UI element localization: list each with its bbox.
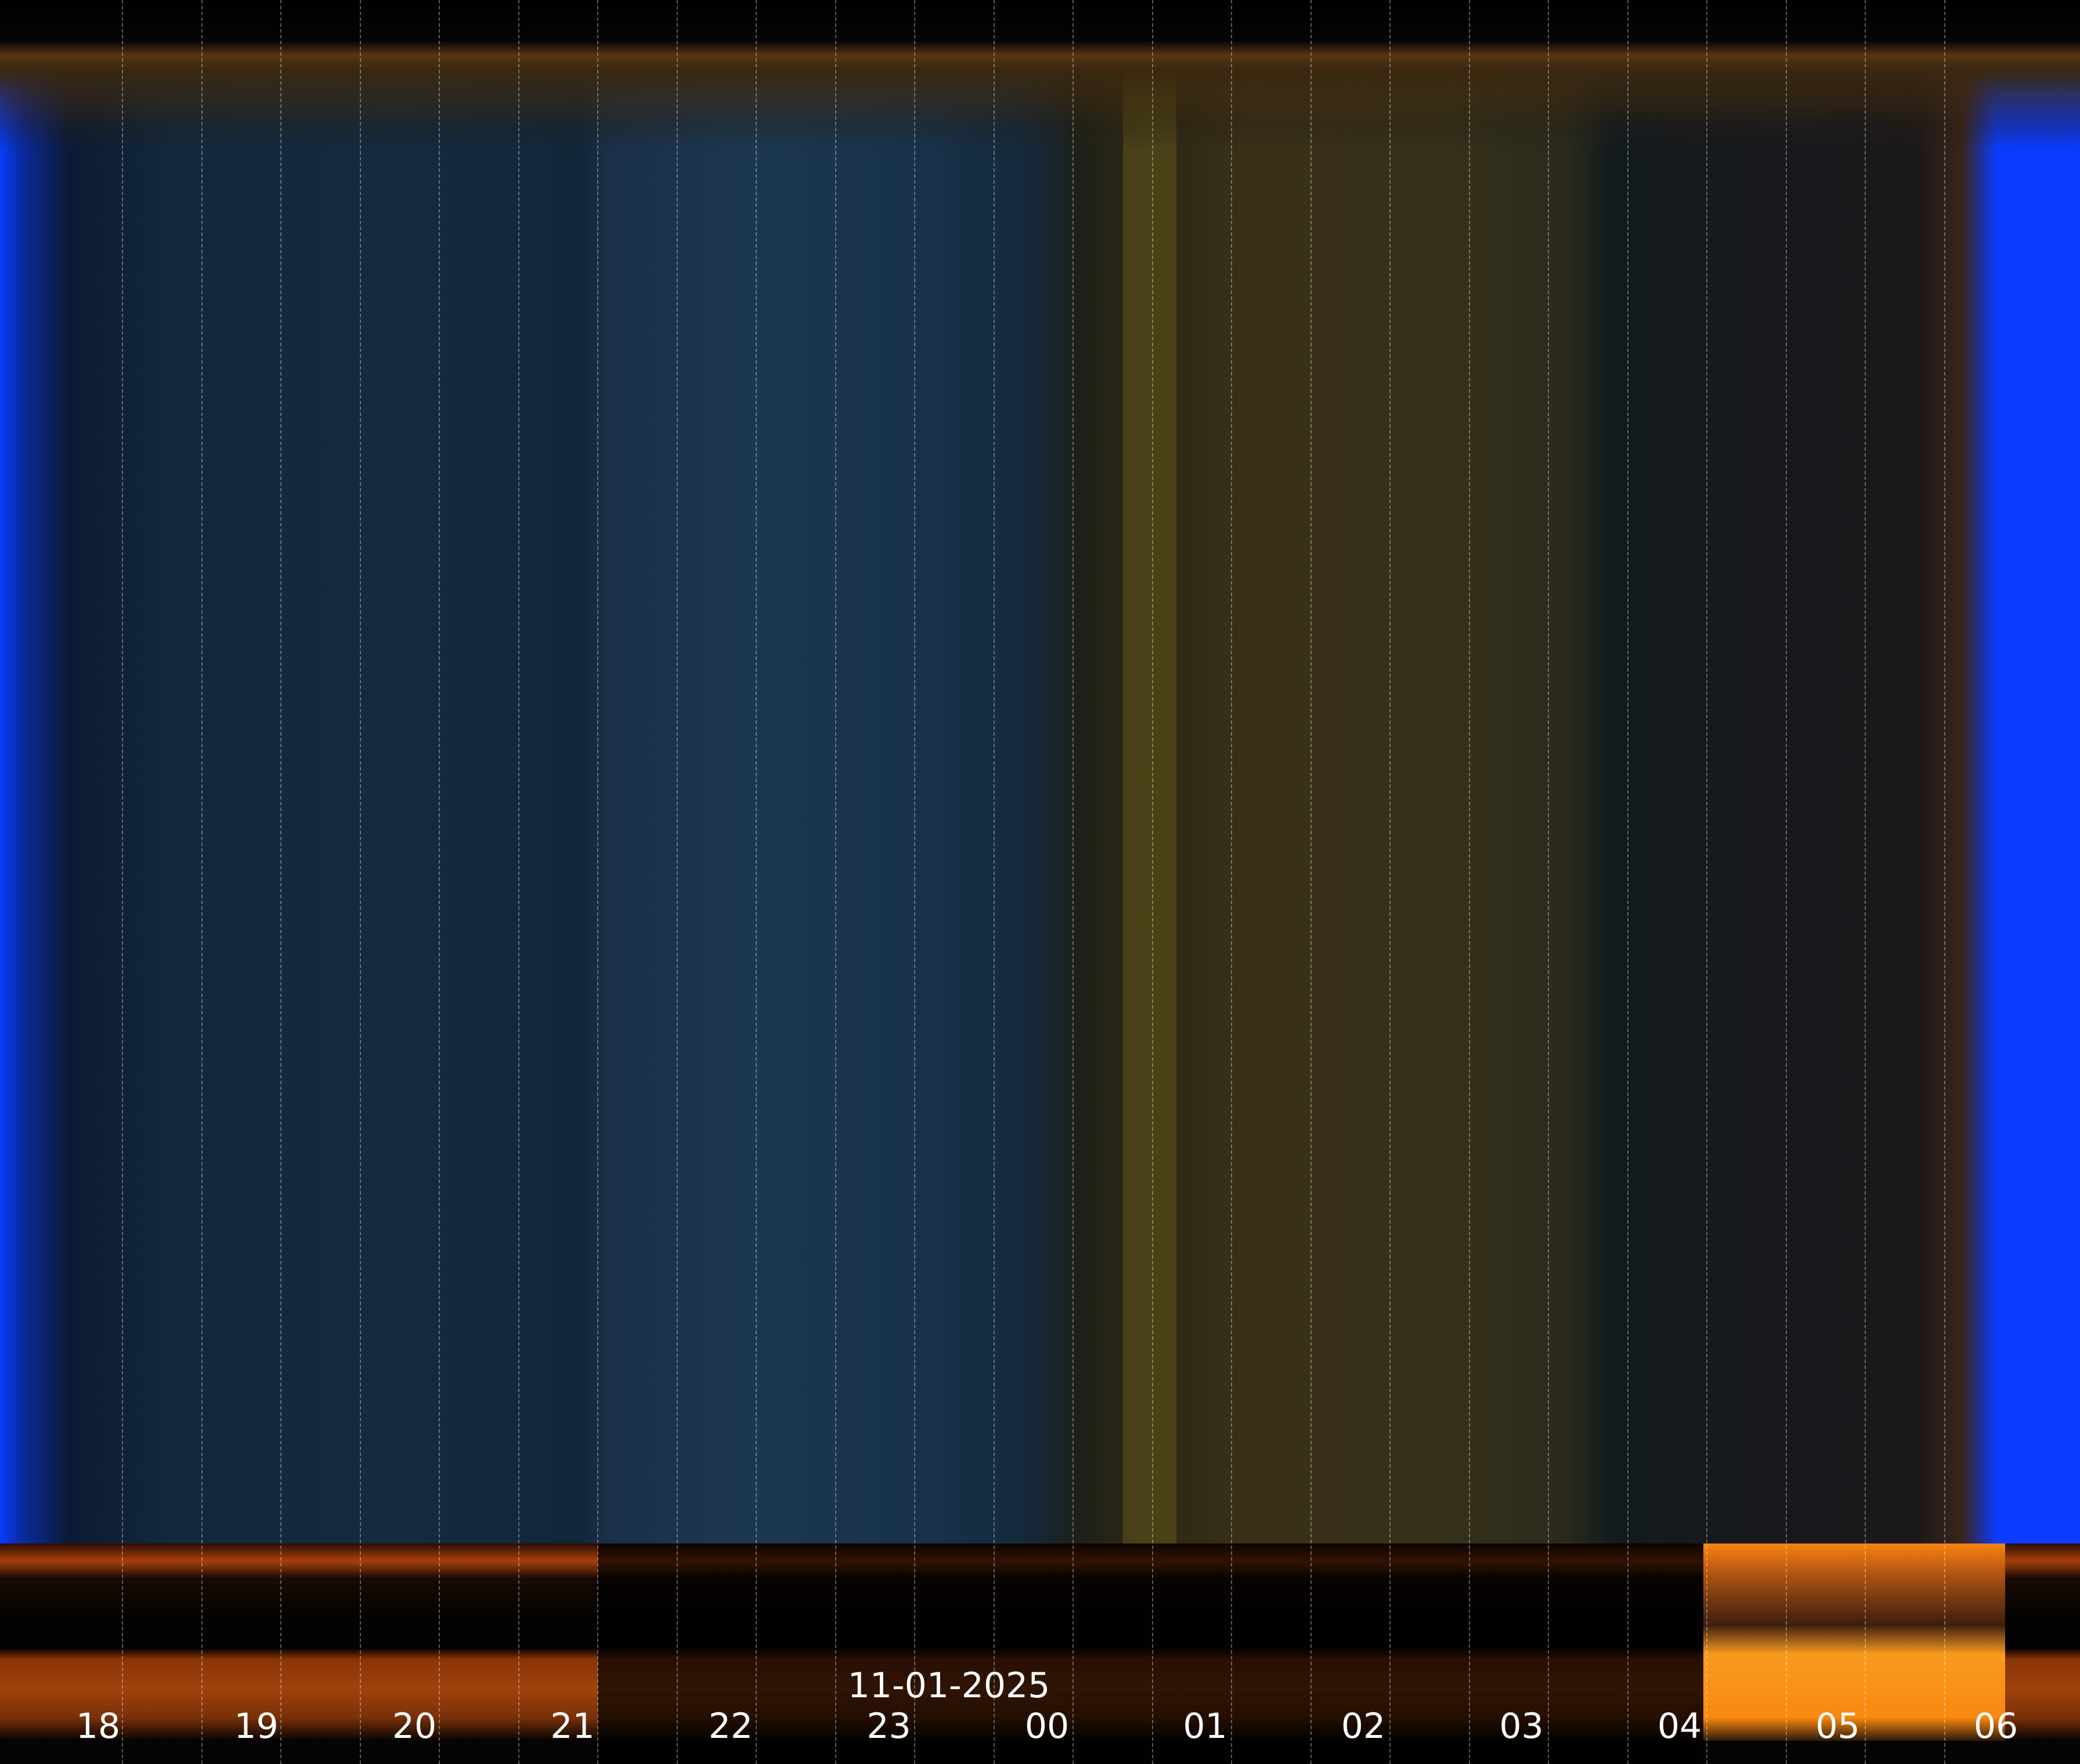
hour-label: 05 [1815, 1706, 1860, 1747]
grid-line [1865, 0, 1866, 1764]
hour-label: 22 [708, 1706, 753, 1747]
grid-line [1389, 0, 1391, 1764]
grid-line [1072, 0, 1074, 1764]
hour-label: 06 [1973, 1706, 2018, 1747]
grid-line [1468, 0, 1470, 1764]
grid-line [1785, 0, 1787, 1764]
hour-label: 00 [1024, 1706, 1070, 1747]
grid-line [1231, 0, 1232, 1764]
top-horizon-band [0, 0, 2080, 151]
grid-line [201, 0, 203, 1764]
grid-line [122, 0, 123, 1764]
hour-label: 18 [75, 1706, 121, 1747]
grid-line [1548, 0, 1549, 1764]
grid-line [439, 0, 440, 1764]
grid-line [280, 0, 281, 1764]
grid-line [756, 0, 757, 1764]
hour-label: 19 [234, 1706, 279, 1747]
grid-line [1944, 0, 1945, 1764]
grid-line [1310, 0, 1312, 1764]
grid-line [359, 0, 361, 1764]
hour-label: 01 [1183, 1706, 1227, 1747]
grid-line [1706, 0, 1707, 1764]
hour-label: 03 [1499, 1706, 1544, 1747]
hour-label: 04 [1657, 1706, 1702, 1747]
grid-line [518, 0, 519, 1764]
dawn-glow [1703, 1544, 2005, 1741]
hour-label: 20 [392, 1706, 437, 1747]
grid-line [1151, 0, 1153, 1764]
moon-streak [1123, 0, 1176, 1764]
grid-line [835, 0, 836, 1764]
hour-label: 23 [866, 1706, 911, 1747]
grid-line [993, 0, 995, 1764]
grid-line [597, 0, 598, 1764]
grid-line [676, 0, 678, 1764]
grid-line [914, 0, 915, 1764]
hour-label: 02 [1341, 1706, 1386, 1747]
date-label: 11-01-2025 [847, 1665, 1050, 1706]
hour-label: 21 [550, 1706, 595, 1747]
grid-line [1627, 0, 1628, 1764]
